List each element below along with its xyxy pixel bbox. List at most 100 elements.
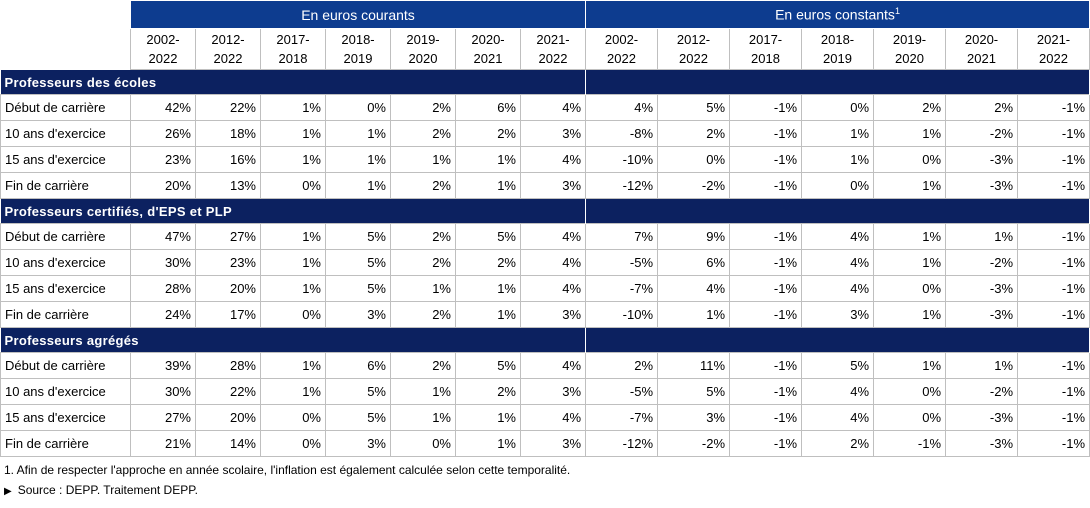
value-cell: -1% bbox=[1017, 146, 1090, 173]
value-cell: 22% bbox=[195, 94, 261, 121]
value-cell: 4% bbox=[519, 223, 587, 250]
value-cell: -5% bbox=[585, 249, 659, 276]
value-cell: 4% bbox=[801, 378, 875, 405]
value-cell: 1% bbox=[801, 146, 875, 173]
value-cell: 1% bbox=[260, 275, 326, 302]
value-cell: 4% bbox=[801, 223, 875, 250]
value-cell: 1% bbox=[455, 301, 521, 328]
value-cell: -3% bbox=[945, 301, 1019, 328]
value-cell: -3% bbox=[945, 404, 1019, 431]
value-cell: -2% bbox=[945, 378, 1019, 405]
value-cell: 4% bbox=[585, 94, 659, 121]
value-cell: 0% bbox=[260, 172, 326, 199]
row-label: Début de carrière bbox=[0, 94, 131, 121]
value-cell: 16% bbox=[195, 146, 261, 173]
value-cell: 4% bbox=[519, 275, 587, 302]
salary-table: En euros courants En euros constants1 2002… bbox=[0, 0, 1090, 457]
value-cell: 3% bbox=[519, 301, 587, 328]
section-title: Professeurs des écoles bbox=[0, 69, 587, 95]
value-cell: 0% bbox=[325, 94, 391, 121]
value-cell: 2% bbox=[585, 352, 659, 379]
value-cell: 2% bbox=[801, 430, 875, 457]
period-header: 2012- 2022 bbox=[195, 28, 261, 70]
value-cell: -1% bbox=[729, 378, 803, 405]
row-label: Fin de carrière bbox=[0, 301, 131, 328]
value-cell: 27% bbox=[195, 223, 261, 250]
group-label: En euros courants bbox=[301, 6, 415, 23]
note-marker: 1 bbox=[894, 6, 900, 17]
value-cell: 22% bbox=[195, 378, 261, 405]
period-header: 2018- 2019 bbox=[325, 28, 391, 70]
value-cell: 2% bbox=[455, 378, 521, 405]
row-label: 10 ans d'exercice bbox=[0, 120, 131, 147]
value-cell: 14% bbox=[195, 430, 261, 457]
value-cell: 30% bbox=[130, 378, 196, 405]
section-fill bbox=[585, 69, 1090, 95]
value-cell: 3% bbox=[657, 404, 731, 431]
period-header-row: 2002- 2022 2012- 2022 2017- 2018 2018- 2019… bbox=[1, 28, 1090, 70]
value-cell: -1% bbox=[1017, 94, 1090, 121]
value-cell: 1% bbox=[260, 94, 326, 121]
value-cell: 3% bbox=[519, 120, 587, 147]
value-cell: 0% bbox=[260, 430, 326, 457]
data-row: 10 ans d'exercice 26% 18% 1% 1% 2% 2% 3% -8% 2% -1… bbox=[0, 120, 1090, 147]
value-cell: 1% bbox=[325, 172, 391, 199]
data-row: Début de carrière 39% 28% 1% 6% 2% 5% 4% 2% 11% -1… bbox=[0, 352, 1090, 379]
value-cell: -12% bbox=[585, 172, 659, 199]
value-cell: 0% bbox=[260, 301, 326, 328]
value-cell: -2% bbox=[657, 172, 731, 199]
value-cell: -1% bbox=[729, 146, 803, 173]
section-row: Professeurs agrégés bbox=[0, 327, 1090, 353]
value-cell: 0% bbox=[390, 430, 456, 457]
value-cell: 1% bbox=[260, 378, 326, 405]
section-row: Professeurs certifiés, d'EPS et PLP bbox=[0, 198, 1090, 224]
value-cell: 3% bbox=[519, 378, 587, 405]
value-cell: -1% bbox=[729, 275, 803, 302]
value-cell: 13% bbox=[195, 172, 261, 199]
value-cell: 26% bbox=[130, 120, 196, 147]
value-cell: 3% bbox=[801, 301, 875, 328]
period-header: 2017- 2018 bbox=[260, 28, 326, 70]
value-cell: -1% bbox=[1017, 172, 1090, 199]
value-cell: -1% bbox=[729, 172, 803, 199]
value-cell: 5% bbox=[455, 223, 521, 250]
data-row: 15 ans d'exercice 27% 20% 0% 5% 1% 1% 4% -7% 3% -1… bbox=[0, 404, 1090, 431]
group-header: En euros courants bbox=[129, 0, 587, 29]
value-cell: 21% bbox=[130, 430, 196, 457]
value-cell: 2% bbox=[390, 172, 456, 199]
section-title: Professeurs agrégés bbox=[0, 327, 587, 353]
value-cell: 2% bbox=[455, 120, 521, 147]
value-cell: 30% bbox=[130, 249, 196, 276]
section-title: Professeurs certifiés, d'EPS et PLP bbox=[0, 198, 587, 224]
value-cell: 0% bbox=[873, 146, 947, 173]
value-cell: 24% bbox=[130, 301, 196, 328]
value-cell: 1% bbox=[325, 120, 391, 147]
value-cell: 5% bbox=[325, 404, 391, 431]
value-cell: -3% bbox=[945, 275, 1019, 302]
period-header: 2012- 2022 bbox=[657, 28, 731, 70]
value-cell: 2% bbox=[390, 223, 456, 250]
value-cell: -12% bbox=[585, 430, 659, 457]
value-cell: -1% bbox=[729, 430, 803, 457]
value-cell: 23% bbox=[130, 146, 196, 173]
value-cell: 1% bbox=[945, 223, 1019, 250]
value-cell: 1% bbox=[455, 172, 521, 199]
data-row: Fin de carrière 20% 13% 0% 1% 2% 1% 3% -12% -2% -1… bbox=[0, 172, 1090, 199]
value-cell: -3% bbox=[945, 146, 1019, 173]
value-cell: 1% bbox=[873, 352, 947, 379]
value-cell: 6% bbox=[325, 352, 391, 379]
value-cell: 0% bbox=[873, 275, 947, 302]
value-cell: 4% bbox=[801, 275, 875, 302]
value-cell: -1% bbox=[1017, 249, 1090, 276]
value-cell: 28% bbox=[195, 352, 261, 379]
value-cell: 23% bbox=[195, 249, 261, 276]
value-cell: 1% bbox=[873, 301, 947, 328]
value-cell: 1% bbox=[945, 352, 1019, 379]
value-cell: 3% bbox=[325, 430, 391, 457]
source-line: ▶ Source : DEPP. Traitement DEPP. bbox=[4, 483, 1090, 497]
period-header: 2021- 2022 bbox=[519, 28, 587, 70]
value-cell: 7% bbox=[585, 223, 659, 250]
value-cell: 2% bbox=[390, 249, 456, 276]
period-header: 2019- 2020 bbox=[873, 28, 947, 70]
value-cell: 3% bbox=[325, 301, 391, 328]
